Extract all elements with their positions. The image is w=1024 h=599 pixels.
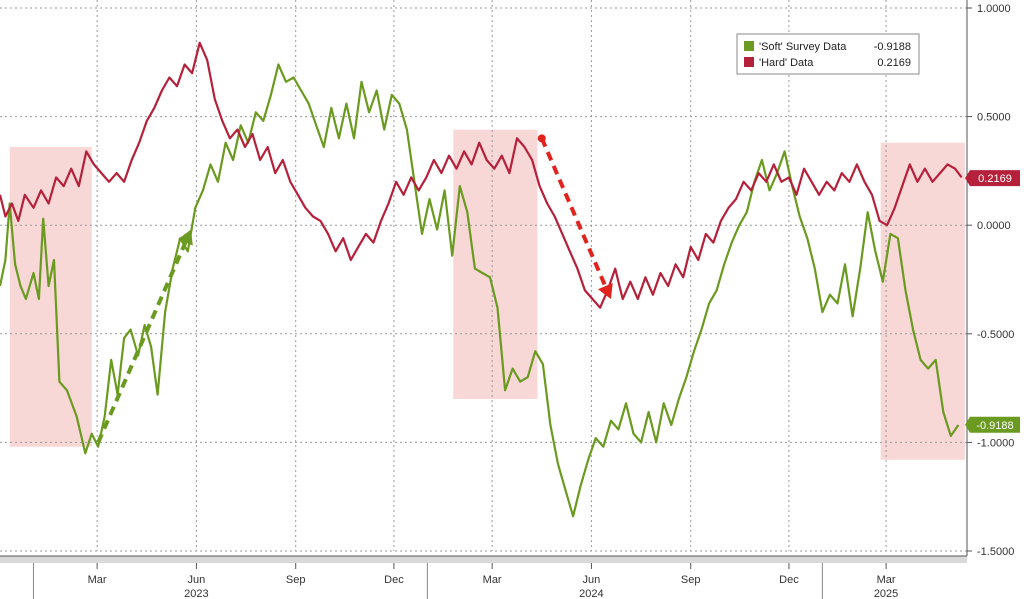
- legend-swatch-soft: [744, 41, 754, 51]
- x-tick-label: Mar: [877, 574, 896, 586]
- last-value-label-soft: -0.9188: [976, 420, 1013, 432]
- legend-value-soft: -0.9188: [874, 41, 911, 53]
- annotation-arrows: [96, 134, 613, 444]
- last-value-badge-soft: [965, 416, 1020, 433]
- x-tick-label: Sep: [681, 574, 701, 586]
- annotation-arrow-start-dot: [537, 134, 546, 143]
- highlight-region-3: [880, 142, 965, 460]
- last-value-label-hard: 0.2169: [978, 173, 1012, 185]
- annotation-arrow-shaft-1: [96, 241, 188, 444]
- y-tick-label: -1.0000: [977, 437, 1014, 449]
- annotation-arrow-head-2: [598, 283, 613, 299]
- highlight-region-2: [453, 129, 538, 399]
- legend-value-hard: 0.2169: [877, 57, 911, 69]
- series-lines: [0, 41, 963, 518]
- legend-label-soft: 'Soft' Survey Data: [759, 41, 847, 53]
- y-tick-label: 0.5000: [977, 112, 1011, 124]
- y-tick-label: 0.0000: [977, 220, 1011, 232]
- series-line-hard-data: [0, 41, 963, 309]
- x-year-label: 2023: [184, 588, 208, 599]
- x-tick-label: Jun: [583, 574, 601, 586]
- x-tick-label: Sep: [286, 574, 306, 586]
- x-tick-label: Mar: [88, 574, 107, 586]
- x-tick-label: Mar: [483, 574, 502, 586]
- legend: 'Soft' Survey Data -0.9188 'Hard' Data 0…: [736, 33, 920, 75]
- annotation-arrow-head-1: [178, 229, 193, 246]
- x-axis: Mar Jun Sep Dec Mar Jun Sep Dec Mar 2023 2024 2025: [0, 555, 967, 599]
- last-value-badge-hard: [965, 170, 1020, 187]
- legend-swatch-hard: [744, 57, 754, 67]
- x-year-label: 2025: [874, 588, 898, 599]
- y-tick-label: -1.5000: [977, 546, 1014, 558]
- y-tick-label: -0.5000: [977, 329, 1014, 341]
- x-tick-label: Dec: [384, 574, 404, 586]
- last-value-badges: -0.9188 0.2169: [965, 170, 1020, 433]
- x-tick-label: Jun: [188, 574, 206, 586]
- y-tick-label: 1.0000: [977, 3, 1011, 15]
- x-tick-label: Dec: [779, 574, 799, 586]
- series-line-soft-survey-data: [0, 63, 960, 518]
- legend-box: [736, 33, 920, 75]
- annotation-arrow-shaft-2: [539, 137, 608, 287]
- x-axis-bar: [0, 556, 967, 563]
- y-axis: 1.0000 0.5000 0.0000 -0.5000 -1.0000 -1.5000: [967, 3, 1014, 558]
- legend-label-hard: 'Hard' Data: [759, 57, 814, 69]
- highlight-region-1: [9, 147, 92, 447]
- x-year-label: 2024: [579, 588, 603, 599]
- gridlines: [0, 0, 967, 552]
